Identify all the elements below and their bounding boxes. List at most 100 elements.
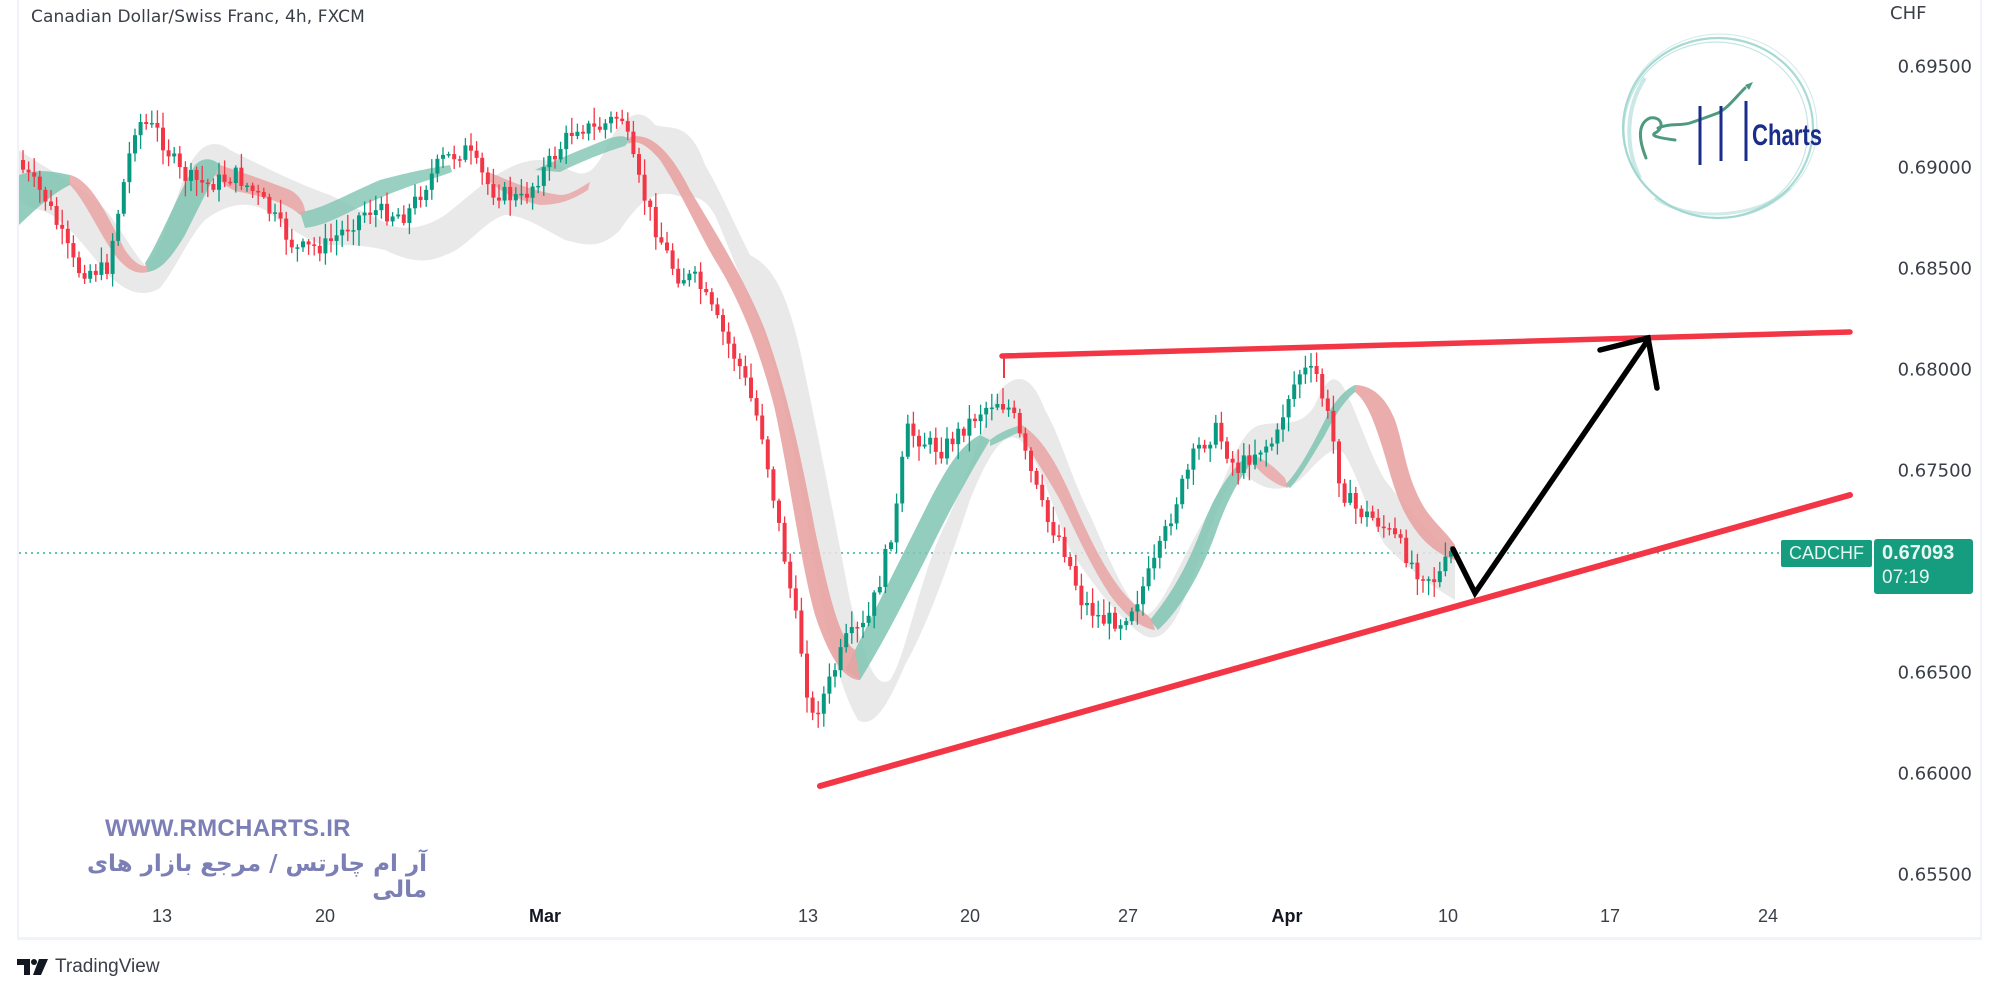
ma-ribbon-bear-5 [1020,425,1155,630]
candle-body [631,131,636,155]
candle-body [945,438,949,459]
candle-body [889,542,893,549]
candle-body [519,193,524,196]
candle-body [950,438,955,445]
candle-body [609,116,613,124]
candle-body [1163,526,1168,541]
candle-body [541,167,546,186]
candle-body [810,697,815,713]
candle-body [183,166,188,181]
candle-body [1241,455,1246,473]
candle-body [166,150,171,157]
currency-label: CHF [1890,3,1927,24]
candle-body [989,407,994,410]
ma-ribbon-bear-3 [488,172,590,205]
price-tick: 0.67500 [1897,460,1972,482]
candle-body [480,157,485,173]
candle-body [217,174,221,190]
candle-body [799,610,804,654]
candle-body [1040,484,1045,501]
candle-body [1342,483,1347,503]
candle-body [726,331,731,344]
candle-body [754,398,759,416]
support-trendline[interactable] [817,492,1853,789]
price-tick: 0.65500 [1897,864,1972,886]
candle-body [1421,579,1425,581]
candle-body [743,366,748,378]
candle-body [295,247,300,249]
candle-body [435,158,440,174]
candle-body [553,155,557,160]
watermark-url: WWW.RMCHARTS.IR [105,815,351,842]
time-tick: 17 [1599,906,1621,926]
candle-body [637,154,641,175]
candle-body [872,592,877,616]
candle-body [1135,604,1140,612]
candle-body [429,173,434,190]
candle-body [1045,500,1050,523]
candle-body [301,241,305,248]
price-tick: 0.69500 [1897,56,1972,78]
candle-body [961,428,966,436]
candle-body [1426,579,1431,581]
logo-script-icon [1639,86,1747,160]
candle-body [967,418,972,436]
candle-body [659,237,664,243]
candle-body [721,315,725,332]
candle-body [715,304,720,316]
candle-body [177,153,182,167]
time-tick-month: Mar [528,906,562,926]
candle-body [1073,566,1078,586]
logo-ring-icon [1621,33,1818,220]
candle-body [407,208,412,223]
candle-body [536,185,541,188]
candle-body [849,627,854,634]
last-price-value: 0.67093 [1882,542,1955,564]
candle-body [1118,625,1123,629]
tradingview-footer[interactable]: TradingView [17,956,160,978]
candle-body [138,122,143,136]
candle-body [99,262,104,275]
candle-body [457,159,462,161]
candle-body [1331,410,1336,442]
candle-body [306,241,311,245]
candle-body [1404,537,1409,563]
candle-body [273,212,277,214]
candle-body [586,123,591,134]
candle-body [1197,444,1201,449]
candle-body [77,257,81,274]
candle-body [1353,493,1358,509]
candle-body [642,174,647,201]
ma-ribbon-bear-6 [1250,455,1288,488]
candle-body [1157,540,1162,558]
candle-body [491,184,496,198]
candle-body [256,190,261,193]
tradingview-brand: TradingView [55,956,160,977]
candle-body [614,116,619,119]
candle-body [1303,367,1308,375]
candle-body [497,197,501,201]
projection-arrow[interactable] [1450,337,1651,599]
candle-body [1393,528,1397,535]
candle-body [1107,612,1112,624]
chart-title: Canadian Dollar/Swiss Franc, 4h, FXCM [31,7,365,27]
candle-body [1247,455,1252,465]
resistance-trendline[interactable] [999,329,1853,359]
candle-body [93,270,98,275]
candle-body [1219,422,1224,442]
candle-body [771,469,776,501]
price-axis[interactable]: 0.69500 0.69000 0.68500 0.68000 0.67500 … [1880,0,1980,940]
candle-body [278,212,283,219]
candle-body [469,145,473,151]
candle-body [88,270,93,279]
candle-body [121,182,126,214]
candle-body [737,358,742,367]
candle-body [379,203,384,211]
candle-body [508,186,513,201]
candle-body [603,123,608,130]
candle-body [357,215,361,231]
candle-body [653,206,658,238]
projection-arrowhead [1597,334,1660,391]
candle-body [233,167,238,184]
